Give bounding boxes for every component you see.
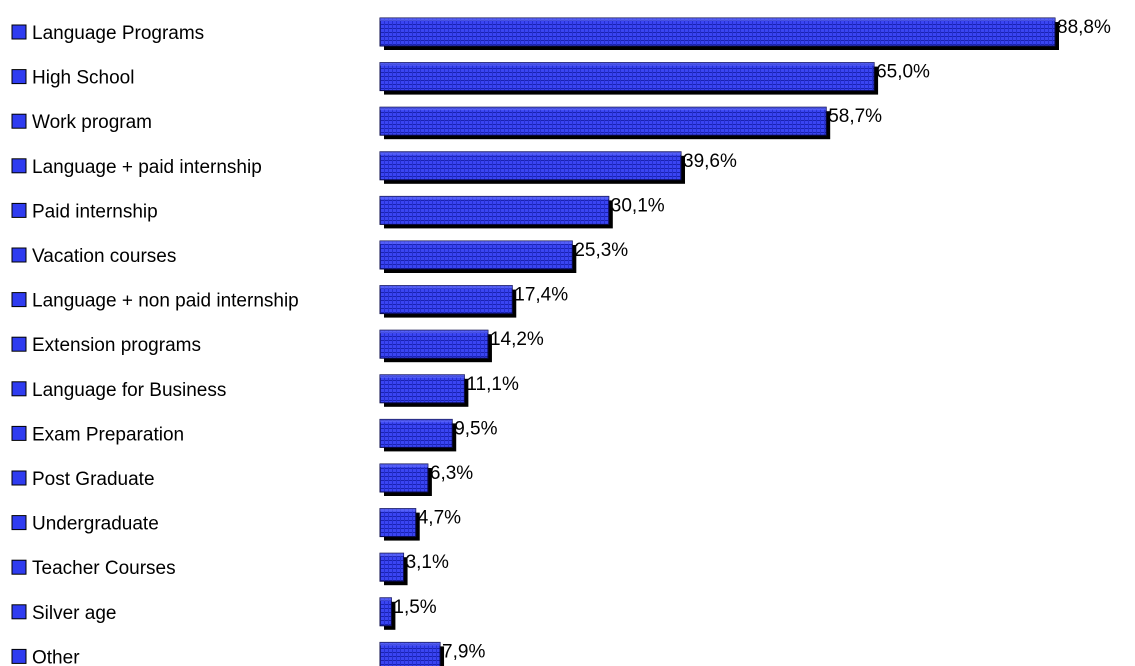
category-label: Language + paid internship [32, 157, 262, 178]
value-label: 7,9% [442, 641, 485, 662]
category-marker-icon [11, 425, 27, 441]
bar [379, 508, 420, 541]
category-marker-icon [11, 158, 27, 174]
value-label: 58,7% [828, 106, 882, 127]
bar-highlight [380, 151, 682, 155]
bar-fill [379, 508, 417, 538]
bar [379, 195, 613, 229]
bars [379, 17, 1059, 666]
category-marker-icon [11, 336, 27, 352]
bar-fill [379, 329, 489, 359]
bar-highlight [380, 553, 404, 557]
bar-highlight [380, 597, 392, 601]
value-label: 14,2% [490, 329, 544, 350]
category-marker-icon [11, 604, 27, 620]
category-label: Silver age [32, 603, 117, 624]
category-marker-icon [11, 559, 27, 575]
category-marker-icon [11, 470, 27, 486]
bar-fill [379, 463, 429, 493]
value-label: 88,8% [1057, 17, 1111, 38]
category-marker-icon [11, 24, 27, 40]
bar-highlight [380, 464, 428, 467]
category-label: Language for Business [32, 380, 226, 401]
bar [379, 641, 445, 666]
category-label: Paid internship [32, 201, 158, 222]
category-marker-icon [11, 381, 27, 397]
category-label: Work program [32, 112, 152, 133]
bar-highlight [380, 18, 1055, 21]
category-label: Vacation courses [32, 246, 176, 267]
bar [379, 597, 396, 630]
bar-highlight [380, 107, 827, 111]
bar-highlight [380, 508, 416, 512]
bar-fill [379, 552, 405, 582]
category-marker-icon [11, 69, 27, 85]
bar [379, 463, 432, 496]
bar-fill [379, 62, 875, 92]
bar-fill [379, 418, 453, 448]
value-label: 25,3% [574, 240, 628, 261]
category-label: Language + non paid internship [32, 291, 299, 312]
bar [379, 329, 492, 363]
value-label: 39,6% [683, 151, 737, 172]
value-labels: 88,8% 65,0% 58,7% 39,6% 30,1% 25,3% 17,4% 14,2%… [393, 17, 1111, 662]
category-labels: Language Programs High School Work program… [11, 23, 299, 666]
category-label: High School [32, 68, 134, 89]
category-marker-icon [11, 247, 27, 263]
value-label: 4,7% [418, 508, 461, 529]
bar-fill [379, 374, 465, 404]
value-label: 9,5% [454, 418, 497, 439]
category-marker-icon [11, 515, 27, 531]
category-label: Undergraduate [32, 514, 159, 535]
bar-highlight [380, 642, 441, 646]
value-label: 6,3% [430, 463, 473, 484]
bar-fill [379, 285, 513, 315]
value-label: 17,4% [514, 285, 568, 306]
bar-highlight [380, 62, 875, 66]
bar-highlight [380, 285, 513, 289]
bar-fill [379, 151, 682, 181]
bar-fill [379, 17, 1056, 47]
value-label: 65,0% [876, 62, 930, 83]
value-label: 11,1% [466, 374, 519, 395]
bar-fill [379, 106, 827, 136]
bar-fill [379, 195, 610, 225]
category-label: Extension programs [32, 335, 201, 356]
bar [379, 552, 408, 586]
bar [379, 151, 686, 184]
bar-highlight [380, 241, 573, 244]
bar-fill [379, 597, 392, 627]
category-label: Exam Preparation [32, 424, 184, 445]
bar-highlight [380, 419, 453, 423]
value-label: 3,1% [406, 552, 449, 573]
category-marker-icon [11, 113, 27, 129]
category-marker-icon [11, 292, 27, 308]
category-label: Language Programs [32, 23, 204, 44]
bar-highlight [380, 196, 609, 200]
bar [379, 17, 1059, 50]
category-label: Teacher Courses [32, 558, 176, 579]
bar-highlight [380, 330, 488, 334]
value-label: 1,5% [393, 597, 436, 618]
category-marker-icon [11, 202, 27, 218]
bar [379, 418, 457, 452]
bar-highlight [380, 374, 465, 378]
category-label: Other [32, 647, 80, 666]
value-label: 30,1% [611, 195, 665, 216]
bar [379, 285, 517, 318]
bar [379, 106, 831, 140]
bar [379, 62, 879, 95]
category-marker-icon [11, 648, 27, 664]
bar-fill [379, 641, 441, 666]
bar [379, 240, 577, 273]
category-label: Post Graduate [32, 469, 155, 490]
bar-fill [379, 240, 573, 270]
bar [379, 374, 469, 407]
